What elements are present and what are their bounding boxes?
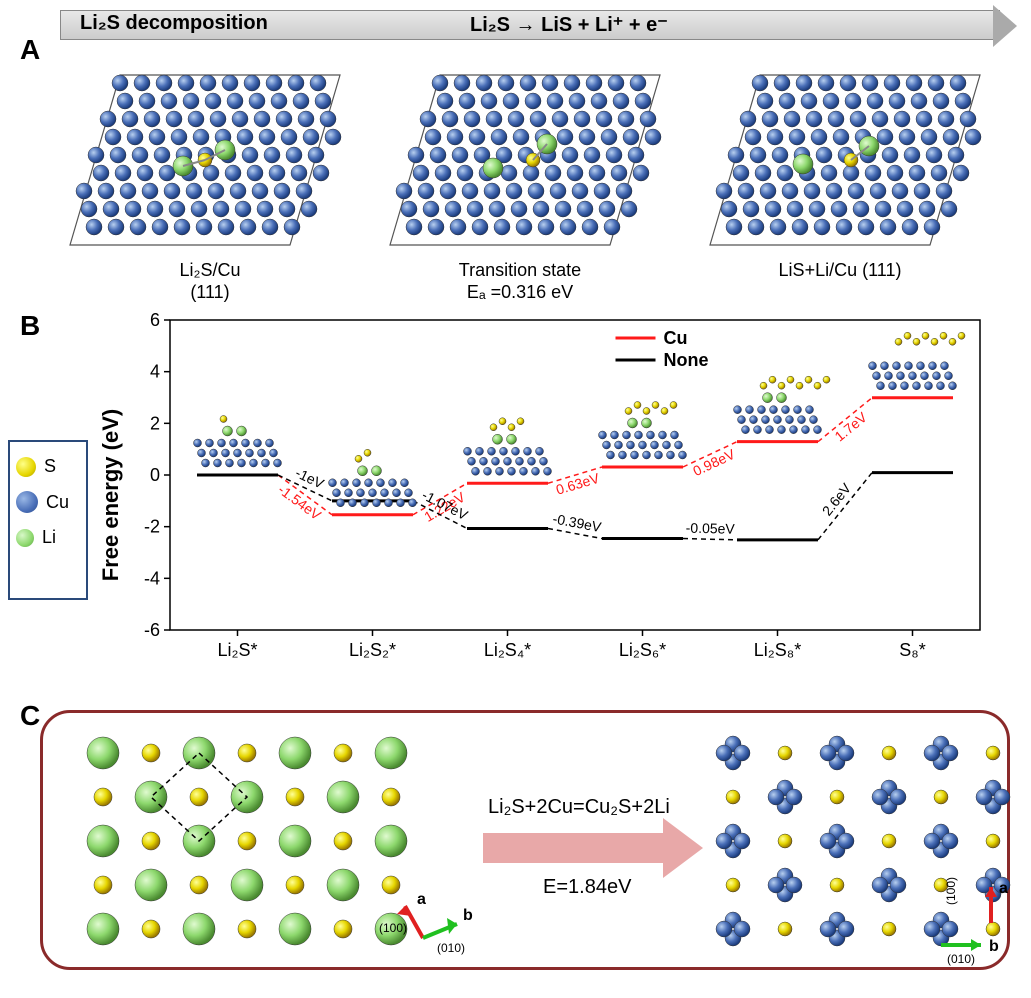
free-energy-chart: -6 -4 -2 0 2 4 6 Free energy (eV) Li₂S* Li₂S₂* Li₂…	[100, 310, 990, 680]
legend-cu: Cu	[16, 491, 80, 513]
svg-text:a: a	[417, 891, 426, 908]
surface-label-2a: Transition state	[420, 260, 620, 281]
svg-text:2: 2	[150, 413, 160, 433]
svg-text:b: b	[989, 938, 999, 955]
svg-text:-6: -6	[144, 620, 160, 640]
svg-text:Li₂S₂*: Li₂S₂*	[349, 640, 396, 660]
svg-text:6: 6	[150, 310, 160, 330]
svg-text:Li₂S+2Cu=Cu₂S+2Li: Li₂S+2Cu=Cu₂S+2Li	[488, 796, 670, 818]
surface-label-2b: Eₐ =0.316 eV	[420, 282, 620, 303]
svg-text:4: 4	[150, 362, 160, 382]
panel-c-container: a (100) b (010) Li₂S+2Cu=Cu₂S+2Li E=1.84eV a (1…	[40, 710, 1010, 970]
svg-text:-4: -4	[144, 568, 160, 588]
header-right-text: Li₂S → LiS + Li⁺ + e⁻	[470, 12, 668, 37]
svg-text:(100): (100)	[379, 921, 407, 935]
legend-li-label: Li	[42, 527, 56, 548]
svg-text:-0.05eV: -0.05eV	[686, 520, 736, 537]
surface-final	[700, 55, 990, 255]
svg-text:-1eV: -1eV	[293, 464, 327, 491]
svg-text:-2: -2	[144, 517, 160, 537]
panel-label-c: C	[20, 700, 40, 732]
svg-text:-0.39eV: -0.39eV	[551, 510, 603, 535]
svg-text:0: 0	[150, 465, 160, 485]
svg-text:(010): (010)	[437, 941, 465, 955]
svg-text:b: b	[463, 907, 473, 924]
svg-text:(010): (010)	[947, 952, 975, 966]
surface-label-1a: Li₂S/Cu	[110, 260, 310, 281]
svg-text:Cu: Cu	[664, 328, 688, 348]
surface-transition	[380, 55, 670, 255]
svg-text:0.98eV: 0.98eV	[690, 446, 738, 480]
svg-text:a: a	[999, 880, 1008, 897]
svg-text:2.6eV: 2.6eV	[819, 480, 855, 519]
surface-initial	[60, 55, 350, 255]
s-atom-icon	[16, 457, 36, 477]
svg-text:Li₂S₄*: Li₂S₄*	[484, 640, 531, 660]
panel-label-b: B	[20, 310, 40, 342]
atom-legend: S Cu Li	[8, 440, 88, 600]
legend-cu-label: Cu	[46, 492, 69, 513]
svg-text:Free energy (eV): Free energy (eV)	[100, 409, 123, 581]
svg-text:Li₂S*: Li₂S*	[217, 640, 257, 660]
header-left-text: Li₂S decomposition	[80, 12, 268, 35]
legend-li: Li	[16, 527, 80, 548]
svg-text:E=1.84eV: E=1.84eV	[543, 876, 632, 898]
li-atom-icon	[16, 529, 34, 547]
legend-s-label: S	[44, 456, 56, 477]
surface-label-1b: (111)	[110, 282, 310, 303]
svg-text:Li₂S₈*: Li₂S₈*	[754, 640, 801, 660]
svg-text:Li₂S₆*: Li₂S₆*	[619, 640, 666, 660]
svg-text:(100): (100)	[944, 877, 958, 905]
svg-text:1.7eV: 1.7eV	[831, 409, 870, 445]
panel-label-a: A	[20, 34, 40, 66]
cu-atom-icon	[16, 491, 38, 513]
surface-label-3a: LiS+Li/Cu (111)	[740, 260, 940, 281]
legend-s: S	[16, 456, 80, 477]
svg-text:None: None	[664, 350, 709, 370]
panel-c-svg: a (100) b (010) Li₂S+2Cu=Cu₂S+2Li E=1.84eV a (1…	[43, 713, 1013, 973]
header-arrow-tip	[993, 5, 1017, 47]
svg-text:S₈*: S₈*	[899, 640, 925, 660]
